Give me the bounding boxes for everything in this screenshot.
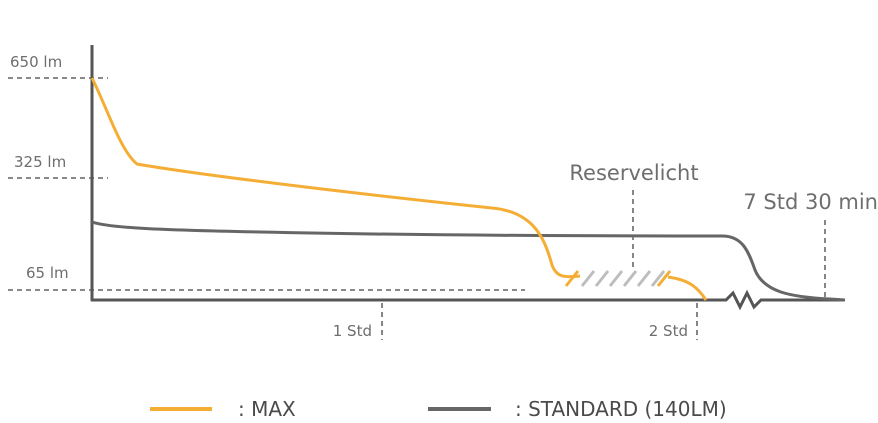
x-tick-1std: 1 Std (333, 322, 372, 340)
x-axis (91, 289, 845, 311)
x-tick-2std: 2 Std (649, 322, 688, 340)
y-tick-325: 325 lm (14, 153, 66, 171)
legend-label-max: : MAX (238, 397, 296, 421)
series-max-line-tail (667, 275, 708, 301)
series-standard-line (91, 220, 846, 302)
legend: : MAX : STANDARD (140LM) (150, 397, 727, 421)
y-tick-650: 650 lm (10, 53, 62, 71)
y-tick-65: 65 lm (26, 264, 69, 282)
legend-label-standard: : STANDARD (140LM) (515, 397, 727, 421)
annotation-reserve: Reservelicht (569, 161, 698, 185)
annotation-end-time: 7 Std 30 min (743, 190, 878, 214)
reserve-hatch (564, 270, 672, 287)
series-max-line (90, 77, 581, 279)
